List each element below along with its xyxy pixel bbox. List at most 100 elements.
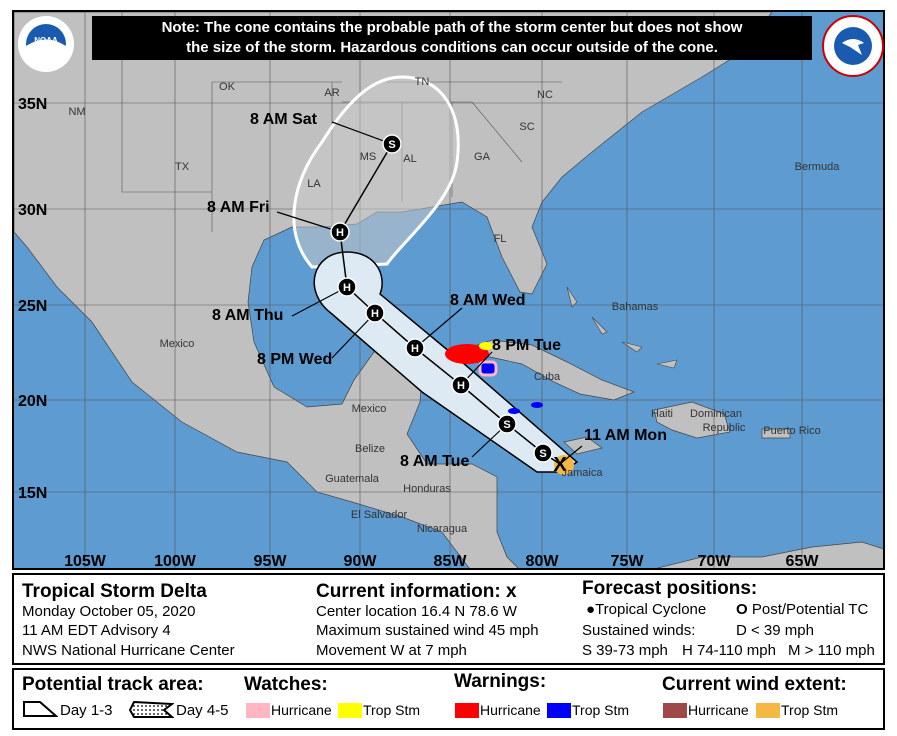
bahamas-land: [566, 286, 678, 369]
trop-storm-wind-extent: [554, 455, 574, 475]
trop-storm-wind-swatch: [756, 703, 780, 718]
leader-line: [331, 312, 376, 359]
watches-title: Watches:: [244, 674, 328, 695]
leader-line: [331, 121, 393, 145]
trop-storm-watch-swatch: [338, 703, 362, 718]
lon-tick-label: 70W: [698, 553, 732, 570]
place-label: Republic: [703, 422, 746, 434]
forecast-track: X 11 AM Mon S S 8 AM Tue H 8 PM Tue H 8 AM Wed H 8…: [207, 111, 667, 476]
place-label: NC: [537, 89, 553, 101]
date: Monday October 05, 2020: [22, 603, 196, 620]
forecast-point-marker: [497, 414, 517, 434]
lat-tick-label: 30N: [18, 202, 47, 219]
lon-tick-label: 90W: [344, 553, 378, 570]
trop-storm-warning-area: [478, 360, 543, 414]
current-info-title: Current information: x: [316, 581, 517, 602]
d-category: D < 39 mph: [736, 622, 814, 639]
map: X 11 AM Mon S S 8 AM Tue H 8 PM Tue H 8 AM Wed H 8…: [12, 10, 885, 570]
forecast-time-label: 8 PM Tue: [492, 337, 561, 354]
day-1-3-icon: [23, 701, 58, 717]
lat-tick-label: 20N: [18, 393, 47, 410]
hispaniola-land: [653, 401, 731, 439]
lat-tick-label: 25N: [18, 298, 47, 315]
open-circle-icon: O: [736, 601, 748, 618]
lon-tick-label: 85W: [434, 553, 468, 570]
place-label: Haiti: [651, 408, 673, 420]
current-position-x-icon: X: [553, 454, 567, 476]
trop-storm-warning-swatch: [547, 703, 571, 718]
note-line-1: Note: The cone contains the probable pat…: [161, 19, 743, 36]
place-label: SC: [519, 121, 534, 133]
storm-category-symbol: S: [539, 448, 546, 460]
place-label: Mexico: [160, 338, 195, 350]
lon-tick-label: 65W: [786, 553, 820, 570]
lon-tick-label: 95W: [254, 553, 288, 570]
place-label: AL: [403, 153, 416, 165]
place-label: Jamaica: [562, 467, 604, 479]
place-label: TX: [175, 161, 190, 173]
filled-circle-icon: ●: [586, 601, 596, 618]
forecast-time-label: 8 AM Thu: [212, 307, 283, 324]
lon-tick-label: 75W: [611, 553, 645, 570]
leader-line: [414, 307, 463, 349]
place-label: Cuba: [534, 371, 561, 383]
grid-lines: [14, 12, 883, 568]
lat-tick-label: 35N: [18, 96, 47, 113]
storm-name: Tropical Storm Delta: [22, 581, 207, 602]
forecast-positions-title: Forecast positions:: [582, 578, 758, 599]
forecast-time-label: 8 AM Sat: [250, 111, 318, 128]
max-wind: Maximum sustained wind 45 mph: [316, 622, 539, 639]
storm-category-symbol: H: [411, 343, 419, 355]
forecast-point-marker: [382, 134, 402, 154]
forecast-point-marker: [533, 443, 553, 463]
place-label: Belize: [355, 443, 385, 455]
place-label: El Salvador: [351, 509, 408, 521]
leader-line: [276, 211, 341, 233]
tropical-cyclone-label: Tropical Cyclone: [595, 601, 707, 618]
noaa-logo: NOAA: [18, 16, 74, 72]
s-category: S 39-73 mph: [582, 642, 668, 659]
warnings-title: Warnings:: [454, 671, 547, 692]
trop-storm-warning-label: Trop Stm: [572, 702, 630, 718]
hurricane-wind-swatch: [663, 703, 687, 718]
forecast-point-marker: [365, 303, 385, 323]
place-label: AR: [324, 87, 339, 99]
hurricane-warning-area: [445, 344, 489, 364]
svg-text:NOAA: NOAA: [34, 36, 58, 45]
forecast-time-label: 8 AM Tue: [400, 453, 469, 470]
lon-tick-label: 105W: [64, 553, 107, 570]
place-label: Guatemala: [325, 473, 380, 485]
place-label: MS: [360, 151, 377, 163]
lon-tick-label: 100W: [154, 553, 197, 570]
forecast-time-label: 8 AM Fri: [207, 199, 270, 216]
post-tc-label: Post/Potential TC: [751, 601, 869, 618]
day-4-5-icon: [128, 700, 174, 718]
place-label: NM: [68, 106, 85, 118]
place-label: Bermuda: [795, 161, 841, 173]
cone-note: Note: The cone contains the probable pat…: [92, 16, 812, 60]
storm-category-symbol: S: [503, 419, 510, 431]
day-1-3-label: Day 1-3: [60, 702, 113, 719]
advisory: 11 AM EDT Advisory 4: [22, 622, 171, 639]
sustained-winds: Sustained winds:: [582, 622, 696, 639]
nws-logo: [822, 15, 884, 77]
forecast-time-label: 11 AM Mon: [584, 427, 667, 444]
place-label: Nicaragua: [417, 523, 468, 535]
storm-category-symbol: H: [343, 282, 351, 294]
map-canvas: X 11 AM Mon S S 8 AM Tue H 8 PM Tue H 8 AM Wed H 8…: [14, 12, 883, 570]
trop-storm-watch-area: [479, 342, 493, 350]
storm-info-panel: Tropical Storm Delta Monday October 05, …: [12, 573, 885, 665]
leader-line: [559, 445, 583, 465]
movement: Movement W at 7 mph: [316, 642, 467, 659]
place-label: FL: [494, 233, 507, 245]
day-4-5-label: Day 4-5: [176, 702, 229, 719]
jamaica-land: [563, 436, 603, 455]
place-label: Bahamas: [612, 301, 659, 313]
issuer: NWS National Hurricane Center: [22, 642, 235, 659]
place-label: LA: [307, 178, 321, 190]
forecast-time-label: 8 AM Wed: [450, 292, 526, 309]
leader-line: [291, 286, 348, 317]
north-america-land: [14, 12, 773, 568]
storm-category-symbol: S: [388, 139, 395, 151]
